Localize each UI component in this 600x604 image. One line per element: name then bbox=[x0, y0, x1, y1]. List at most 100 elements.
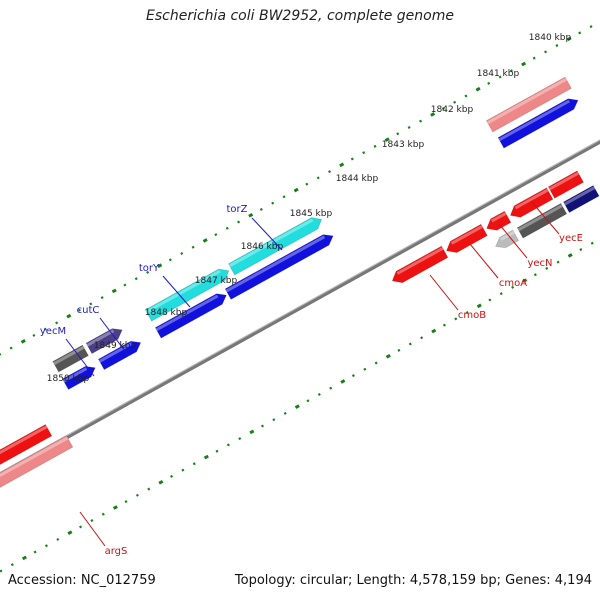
inner-tick-dot bbox=[442, 323, 446, 327]
major-tick bbox=[248, 212, 254, 218]
outer-tick-dot bbox=[509, 69, 513, 73]
outer-tick-dot bbox=[89, 302, 93, 306]
leader-line bbox=[498, 223, 528, 259]
leader-line bbox=[99, 317, 129, 356]
gene-navy bbox=[562, 184, 600, 214]
leader-line bbox=[429, 274, 459, 311]
outer-tick-dot bbox=[134, 277, 138, 281]
gene-label: cmoA bbox=[499, 278, 527, 289]
outer-tick-dot bbox=[532, 56, 536, 60]
genes-layer bbox=[0, 76, 600, 488]
gene-blue-top bbox=[497, 98, 579, 149]
major-tick bbox=[293, 187, 299, 193]
gene-label: cmoB bbox=[458, 310, 486, 321]
inner-tick-dot bbox=[317, 392, 321, 396]
inner-tick-dot bbox=[465, 311, 469, 315]
gene-torY-shine bbox=[145, 269, 221, 314]
inner-tick-dot bbox=[226, 443, 230, 447]
inner-tick-dot bbox=[533, 273, 537, 277]
leader-line bbox=[65, 338, 95, 377]
gene-pink-top-shine bbox=[486, 77, 568, 125]
gene-torZ-shine bbox=[228, 218, 314, 268]
inner-tick-dot bbox=[192, 462, 196, 466]
major-tick bbox=[202, 238, 208, 243]
gene-yecM bbox=[52, 344, 89, 373]
outer-tick-dot bbox=[259, 207, 263, 211]
outer-tick-dot bbox=[305, 182, 309, 186]
outer-tick-dot bbox=[578, 31, 582, 35]
inner-tick-dot bbox=[101, 512, 105, 516]
major-tick bbox=[22, 555, 27, 561]
gene-cmoA-shine bbox=[491, 212, 507, 223]
outer-tick-dot bbox=[146, 270, 150, 274]
major-tick bbox=[521, 61, 527, 67]
major-tick bbox=[385, 353, 391, 359]
genome-summary-text: Topology: circular; Length: 4,578,159 bp… bbox=[234, 573, 592, 588]
gene-cutC-shine bbox=[86, 329, 115, 347]
tick-label: 1848 kbp bbox=[145, 308, 188, 318]
gene-argS-shine bbox=[0, 436, 69, 478]
gene-blue-1-shine bbox=[225, 235, 326, 293]
outer-tick-dot bbox=[589, 25, 593, 29]
gene-label: yecM bbox=[40, 326, 66, 337]
outer-tick-dot bbox=[32, 333, 36, 337]
outer-tick-dot bbox=[271, 201, 275, 205]
accession-text: Accession: NC_012759 bbox=[8, 573, 156, 588]
gene-pink-top bbox=[485, 76, 572, 133]
gene-argS bbox=[0, 435, 74, 488]
gene-label: yecN bbox=[527, 258, 552, 269]
gene-navy-shine bbox=[564, 186, 596, 206]
inner-tick-dot bbox=[420, 336, 424, 340]
gene-cmoA bbox=[486, 210, 512, 231]
tick-label: 1847 kbp bbox=[195, 276, 238, 286]
major-tick bbox=[67, 530, 73, 535]
gene-yecM-shine bbox=[53, 345, 85, 365]
inner-tick-dot bbox=[90, 519, 94, 523]
gene-yecE-gray-shine bbox=[517, 204, 563, 232]
outer-tick-dot bbox=[419, 119, 422, 123]
outer-tick-dot bbox=[328, 170, 332, 174]
inner-tick-dot bbox=[488, 298, 492, 302]
gene-yecN-shine bbox=[500, 231, 515, 241]
outer-tick-dot bbox=[214, 233, 218, 237]
gene-red-5-shine bbox=[548, 171, 580, 191]
major-tick bbox=[522, 278, 528, 283]
tick-label: 1843 kbp bbox=[382, 140, 425, 150]
leader-line bbox=[162, 275, 191, 308]
outer-tick-dot bbox=[123, 283, 127, 287]
gene-torZ bbox=[227, 217, 323, 276]
inner-tick-dot bbox=[454, 317, 458, 321]
leader-line bbox=[469, 243, 499, 279]
inner-tick-dot bbox=[306, 399, 310, 403]
gene-red-4-shine bbox=[514, 188, 549, 210]
outer-tick-dot bbox=[464, 94, 468, 98]
map-title: Escherichia coli BW2952, complete genome bbox=[146, 8, 454, 24]
gene-blue-top-shine bbox=[498, 99, 570, 142]
major-tick bbox=[249, 429, 255, 435]
gene-label: argS bbox=[105, 546, 128, 557]
inner-tick-dot bbox=[590, 241, 594, 245]
inner-tick-dot bbox=[363, 367, 367, 371]
inner-tick-dot bbox=[79, 525, 83, 529]
gene-blue-3-shine bbox=[98, 342, 133, 363]
tick-labels-layer: 1840 kbp 1841 kbp 1842 kbp 1843 kbp 1844 kbp… bbox=[47, 33, 572, 384]
outer-tick-dot bbox=[544, 50, 548, 54]
gene-blue-2 bbox=[154, 293, 227, 339]
outer-tick-dot bbox=[362, 151, 366, 155]
major-tick bbox=[339, 162, 345, 168]
inner-tick-dot bbox=[147, 487, 151, 491]
gene-red-left bbox=[0, 423, 53, 466]
inner-tick-dot bbox=[545, 266, 549, 270]
outer-tick-dot bbox=[0, 352, 2, 356]
major-tick bbox=[294, 404, 300, 409]
inner-tick-dot bbox=[351, 374, 355, 378]
gene-blue-1 bbox=[224, 234, 334, 300]
inner-tick-dot bbox=[44, 544, 48, 548]
gene-blue-4-shine bbox=[63, 367, 88, 383]
outer-tick-dot bbox=[237, 220, 241, 224]
outer-tick-dot bbox=[168, 258, 172, 262]
inner-tick-dot bbox=[556, 260, 560, 264]
gene-blue-3 bbox=[97, 340, 142, 371]
gene-cmoB-shine bbox=[396, 247, 444, 275]
outer-tick-dot bbox=[316, 176, 320, 180]
